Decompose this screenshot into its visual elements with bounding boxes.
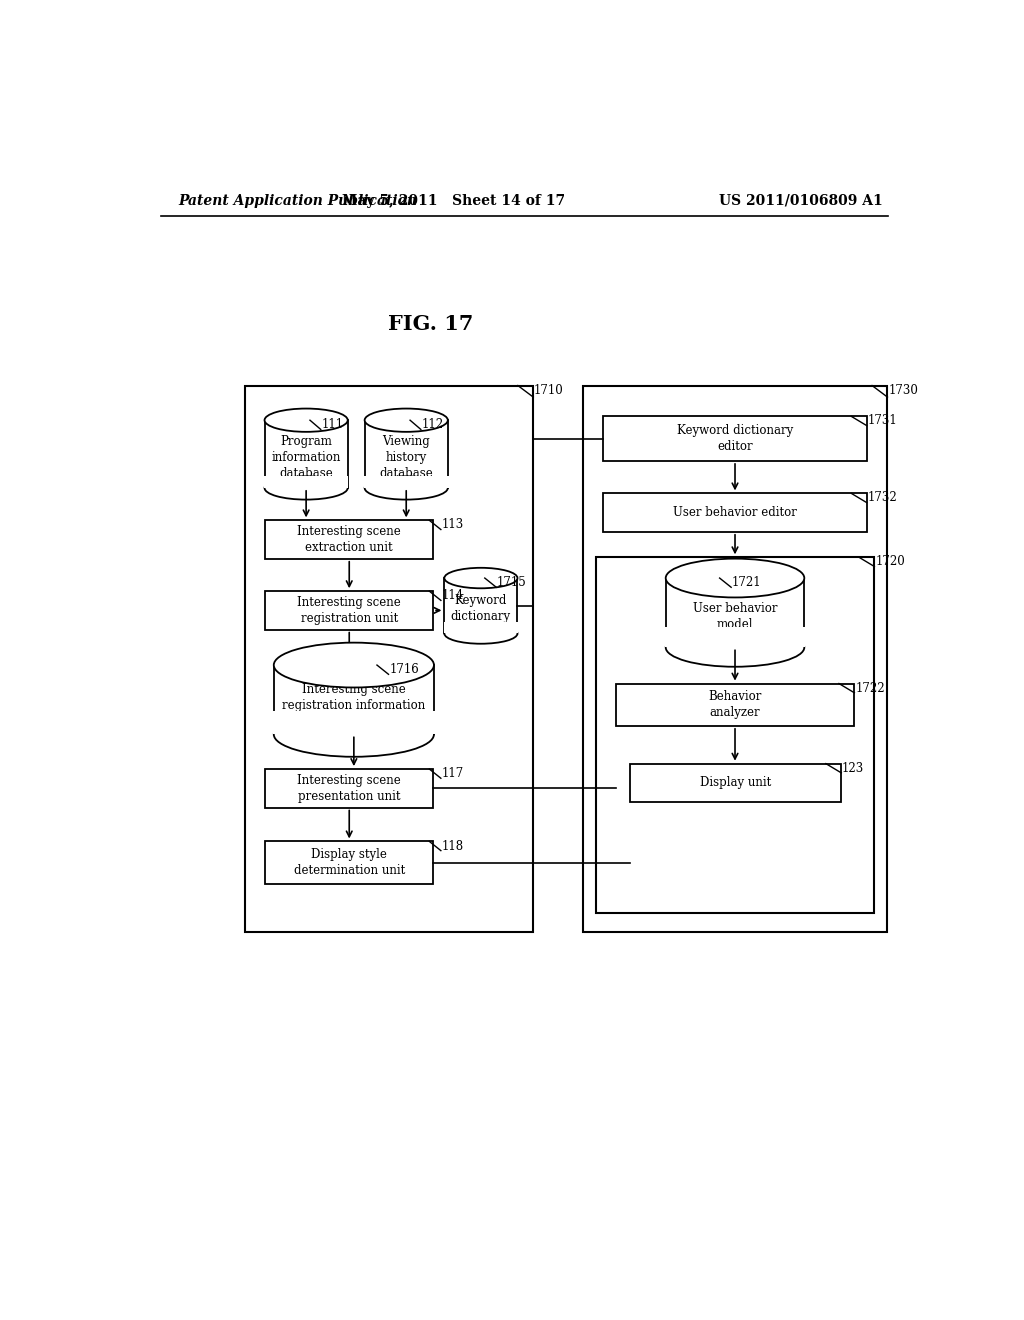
Text: May 5, 2011   Sheet 14 of 17: May 5, 2011 Sheet 14 of 17 (342, 194, 565, 207)
Bar (273, 665, 434, 734)
Ellipse shape (273, 643, 434, 688)
Text: 111: 111 (322, 418, 344, 432)
Text: Keyword dictionary
editor: Keyword dictionary editor (677, 424, 794, 453)
Text: Interesting scene
registration information
database: Interesting scene registration informati… (283, 684, 426, 729)
Text: 1721: 1721 (732, 576, 762, 589)
Text: 113: 113 (441, 519, 464, 532)
Bar (265, 770, 433, 808)
Bar (665, 627, 805, 647)
Bar (273, 711, 435, 734)
Text: Interesting scene
extraction unit: Interesting scene extraction unit (297, 525, 401, 554)
Text: 1732: 1732 (867, 491, 897, 504)
Bar (364, 475, 449, 488)
Ellipse shape (666, 558, 804, 598)
Bar (596, 557, 874, 913)
Text: 123: 123 (842, 762, 864, 775)
Ellipse shape (365, 477, 447, 499)
Bar (245, 385, 534, 932)
Text: 1715: 1715 (497, 576, 526, 589)
Bar (365, 420, 447, 488)
Text: 117: 117 (441, 767, 464, 780)
Bar (265, 591, 433, 630)
Ellipse shape (444, 623, 517, 644)
Text: Patent Application Publication: Patent Application Publication (178, 194, 418, 207)
Bar (584, 385, 888, 932)
Text: 114: 114 (441, 589, 464, 602)
Text: Display style
determination unit: Display style determination unit (294, 847, 404, 876)
Ellipse shape (264, 477, 348, 499)
Text: Interesting scene
registration unit: Interesting scene registration unit (297, 595, 401, 624)
Text: 1716: 1716 (389, 663, 419, 676)
Bar (630, 763, 842, 803)
Text: Behavior
analyzer: Behavior analyzer (709, 690, 762, 719)
Bar (615, 684, 854, 726)
Text: User behavior
model: User behavior model (693, 602, 777, 631)
Bar (443, 623, 518, 634)
Ellipse shape (273, 711, 434, 756)
Text: US 2011/0106809 A1: US 2011/0106809 A1 (719, 194, 883, 207)
Bar (444, 578, 517, 634)
Text: Interesting scene
presentation unit: Interesting scene presentation unit (297, 774, 401, 803)
Text: FIG. 17: FIG. 17 (388, 314, 473, 334)
Text: Keyword
dictionary: Keyword dictionary (451, 594, 511, 623)
Text: 112: 112 (422, 418, 443, 432)
Ellipse shape (444, 568, 517, 589)
Text: Display unit: Display unit (699, 776, 771, 789)
Ellipse shape (264, 409, 348, 432)
Bar (603, 416, 866, 461)
Text: 1710: 1710 (535, 384, 564, 397)
Text: Viewing
history
database: Viewing history database (379, 436, 433, 480)
Bar (603, 494, 866, 532)
Text: Program
information
database: Program information database (271, 436, 341, 480)
Text: User behavior editor: User behavior editor (673, 506, 797, 519)
Bar (264, 475, 348, 488)
Bar (264, 420, 348, 488)
Text: 1731: 1731 (867, 414, 897, 428)
Text: 1730: 1730 (888, 384, 919, 397)
Ellipse shape (365, 409, 447, 432)
Bar (666, 578, 804, 647)
Ellipse shape (666, 628, 804, 667)
Text: 1720: 1720 (876, 556, 905, 569)
Bar (265, 841, 433, 884)
Text: 118: 118 (441, 840, 464, 853)
Bar (265, 520, 433, 558)
Text: 1722: 1722 (855, 681, 885, 694)
